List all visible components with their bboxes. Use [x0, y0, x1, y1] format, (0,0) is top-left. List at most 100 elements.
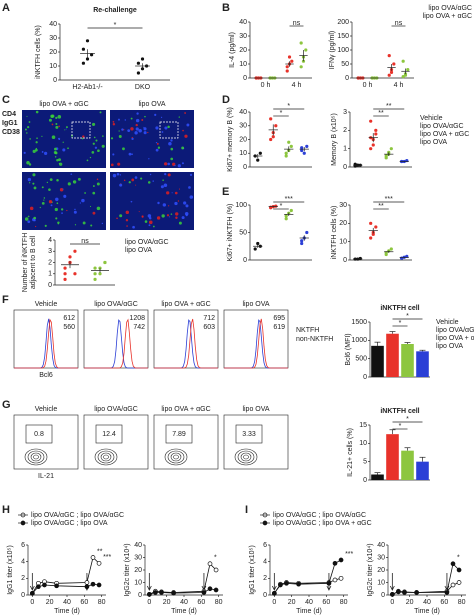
cell	[55, 125, 59, 129]
y-tick-label: 50	[239, 229, 247, 236]
cell	[92, 185, 95, 188]
cell	[164, 162, 168, 166]
data-point	[369, 119, 373, 123]
data-point	[401, 75, 405, 79]
data-point	[258, 151, 262, 155]
x-tick-label: 60	[80, 599, 88, 606]
data-point	[299, 41, 303, 45]
x-tick-label: 60	[322, 599, 330, 606]
cell	[112, 120, 115, 123]
data-point	[85, 57, 90, 61]
gate-value: 3.33	[242, 431, 256, 438]
cell	[166, 191, 170, 195]
legend-label: lipo OVA/αGC	[125, 239, 169, 246]
y-tick-label: 10	[339, 239, 347, 246]
data-point	[299, 65, 303, 69]
data-point	[285, 65, 289, 69]
cell	[74, 224, 77, 226]
data-point	[392, 62, 396, 66]
y-tick-label: 40	[239, 109, 247, 116]
cell	[128, 181, 131, 184]
contour	[170, 452, 182, 462]
cell	[41, 201, 45, 205]
cell	[35, 141, 38, 144]
cell	[93, 136, 96, 139]
data-point	[371, 232, 375, 236]
cell	[48, 188, 51, 191]
immunization-arrow	[29, 573, 35, 591]
cell	[175, 216, 178, 219]
contour	[100, 452, 112, 462]
x-tick-label: 0	[147, 599, 151, 606]
cell	[152, 225, 155, 228]
cell	[54, 156, 57, 158]
cell	[119, 174, 122, 176]
cell	[59, 162, 63, 166]
cell	[167, 125, 170, 129]
significance-label: *	[280, 203, 283, 210]
cell	[116, 173, 120, 176]
data-point	[326, 580, 332, 586]
micrograph	[22, 172, 106, 230]
cell	[70, 173, 73, 175]
y-axis-label: Number of iNKTFH	[22, 233, 29, 293]
cell	[57, 222, 60, 225]
cell	[174, 191, 178, 195]
cell	[51, 135, 56, 140]
cell	[55, 116, 58, 120]
cell	[136, 112, 139, 115]
cell	[54, 207, 58, 212]
mfi-value: 560	[63, 324, 75, 331]
cell	[55, 197, 59, 202]
cell	[117, 118, 120, 121]
cell	[63, 194, 67, 198]
cell	[67, 182, 71, 186]
data-point	[456, 567, 462, 573]
significance-label: **	[378, 203, 384, 210]
cell	[123, 179, 126, 182]
cell	[91, 122, 96, 126]
x-axis-label: Time (d)	[296, 608, 322, 615]
mfi-value: 695	[273, 315, 285, 322]
data-point	[384, 154, 388, 158]
gate	[25, 424, 53, 444]
cell	[155, 148, 159, 152]
data-point	[136, 61, 141, 65]
cell	[167, 173, 171, 177]
flow-frame	[153, 309, 219, 369]
data-point	[387, 54, 391, 58]
data-point	[284, 151, 288, 155]
cell	[186, 123, 190, 127]
cell	[94, 146, 98, 149]
x-tick-label: 0	[272, 599, 276, 606]
contour	[97, 450, 115, 464]
cell	[131, 153, 133, 156]
y-tick-label: 10	[134, 579, 142, 586]
cell	[39, 206, 41, 209]
data-point	[369, 221, 373, 225]
legend-label: lipo OVA + αGC	[423, 13, 472, 20]
data-point	[444, 590, 450, 595]
data-point	[136, 71, 141, 75]
data-point	[90, 555, 96, 560]
cell	[28, 121, 31, 123]
x-tick-label: 20	[288, 599, 296, 606]
cell	[144, 115, 146, 118]
cell	[166, 214, 170, 217]
y-tick-label: 0	[363, 477, 367, 484]
significance-label: **	[97, 548, 103, 555]
data-point	[300, 241, 304, 246]
data-point	[414, 590, 419, 595]
immunization-arrow	[201, 573, 207, 591]
x-axis-label: Time (d)	[171, 608, 197, 615]
y-tick-label: 20	[239, 136, 247, 143]
data-point	[73, 249, 77, 253]
y-tick-label: 20	[134, 567, 142, 574]
cell	[156, 142, 159, 145]
cell	[148, 158, 150, 160]
significance-label: *	[457, 555, 460, 562]
x-tick-label: 20	[46, 599, 54, 606]
flow-frame	[223, 414, 289, 470]
cell	[57, 115, 62, 119]
